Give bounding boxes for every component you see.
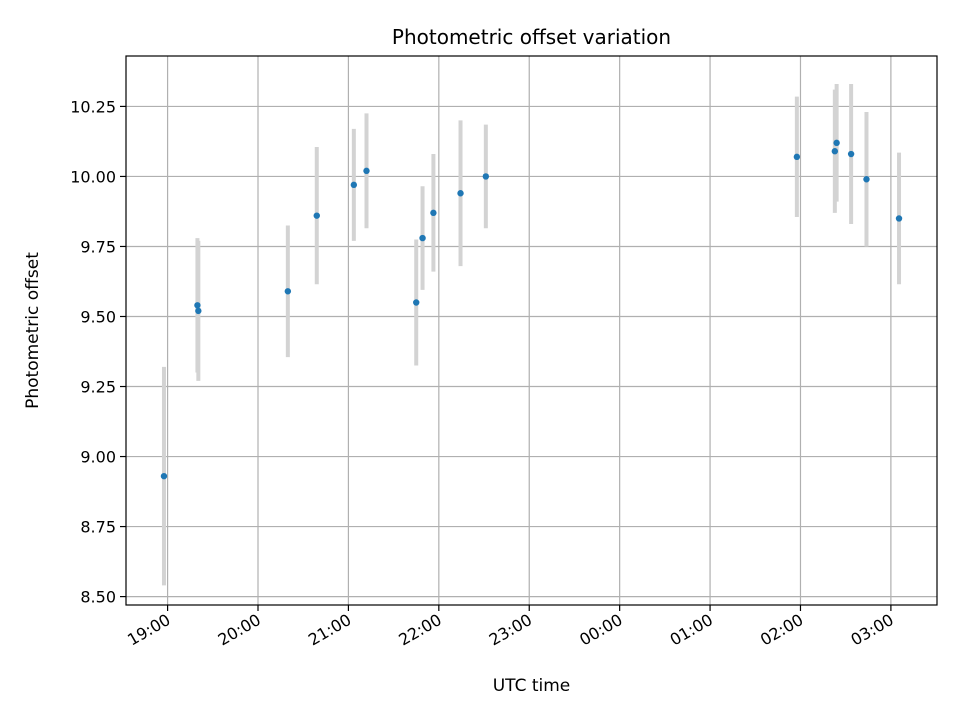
y-tick-label: 10.25 <box>70 97 116 116</box>
y-tick-label: 9.25 <box>80 378 116 397</box>
data-point <box>419 234 426 242</box>
data-point <box>895 215 903 222</box>
data-point <box>413 299 420 306</box>
data-point <box>457 190 464 197</box>
data-point <box>350 181 358 189</box>
y-tick-label: 8.50 <box>80 588 116 607</box>
data-point <box>284 288 292 295</box>
y-axis-title: Photometric offset <box>23 252 43 409</box>
plot-frame <box>125 55 938 606</box>
y-tick-label: 9.00 <box>80 448 116 467</box>
data-point <box>863 176 870 183</box>
data-point <box>793 153 801 161</box>
data-point <box>195 307 202 315</box>
y-tick-label: 9.50 <box>80 307 116 326</box>
data-point <box>363 167 370 175</box>
data-point <box>482 173 490 180</box>
data-point <box>831 148 839 155</box>
y-tick-label: 8.75 <box>80 518 116 537</box>
y-tick-label: 10.00 <box>70 167 116 186</box>
data-point <box>313 212 320 219</box>
data-point <box>847 150 855 158</box>
data-points <box>160 139 903 480</box>
grid <box>126 56 937 605</box>
data-point <box>430 209 437 217</box>
data-point <box>160 472 168 480</box>
x-axis-title: UTC time <box>493 676 571 696</box>
y-tick-label: 9.75 <box>80 237 116 256</box>
chart-title: Photometric offset variation <box>392 25 671 49</box>
data-point <box>194 302 201 309</box>
data-point <box>833 139 840 147</box>
